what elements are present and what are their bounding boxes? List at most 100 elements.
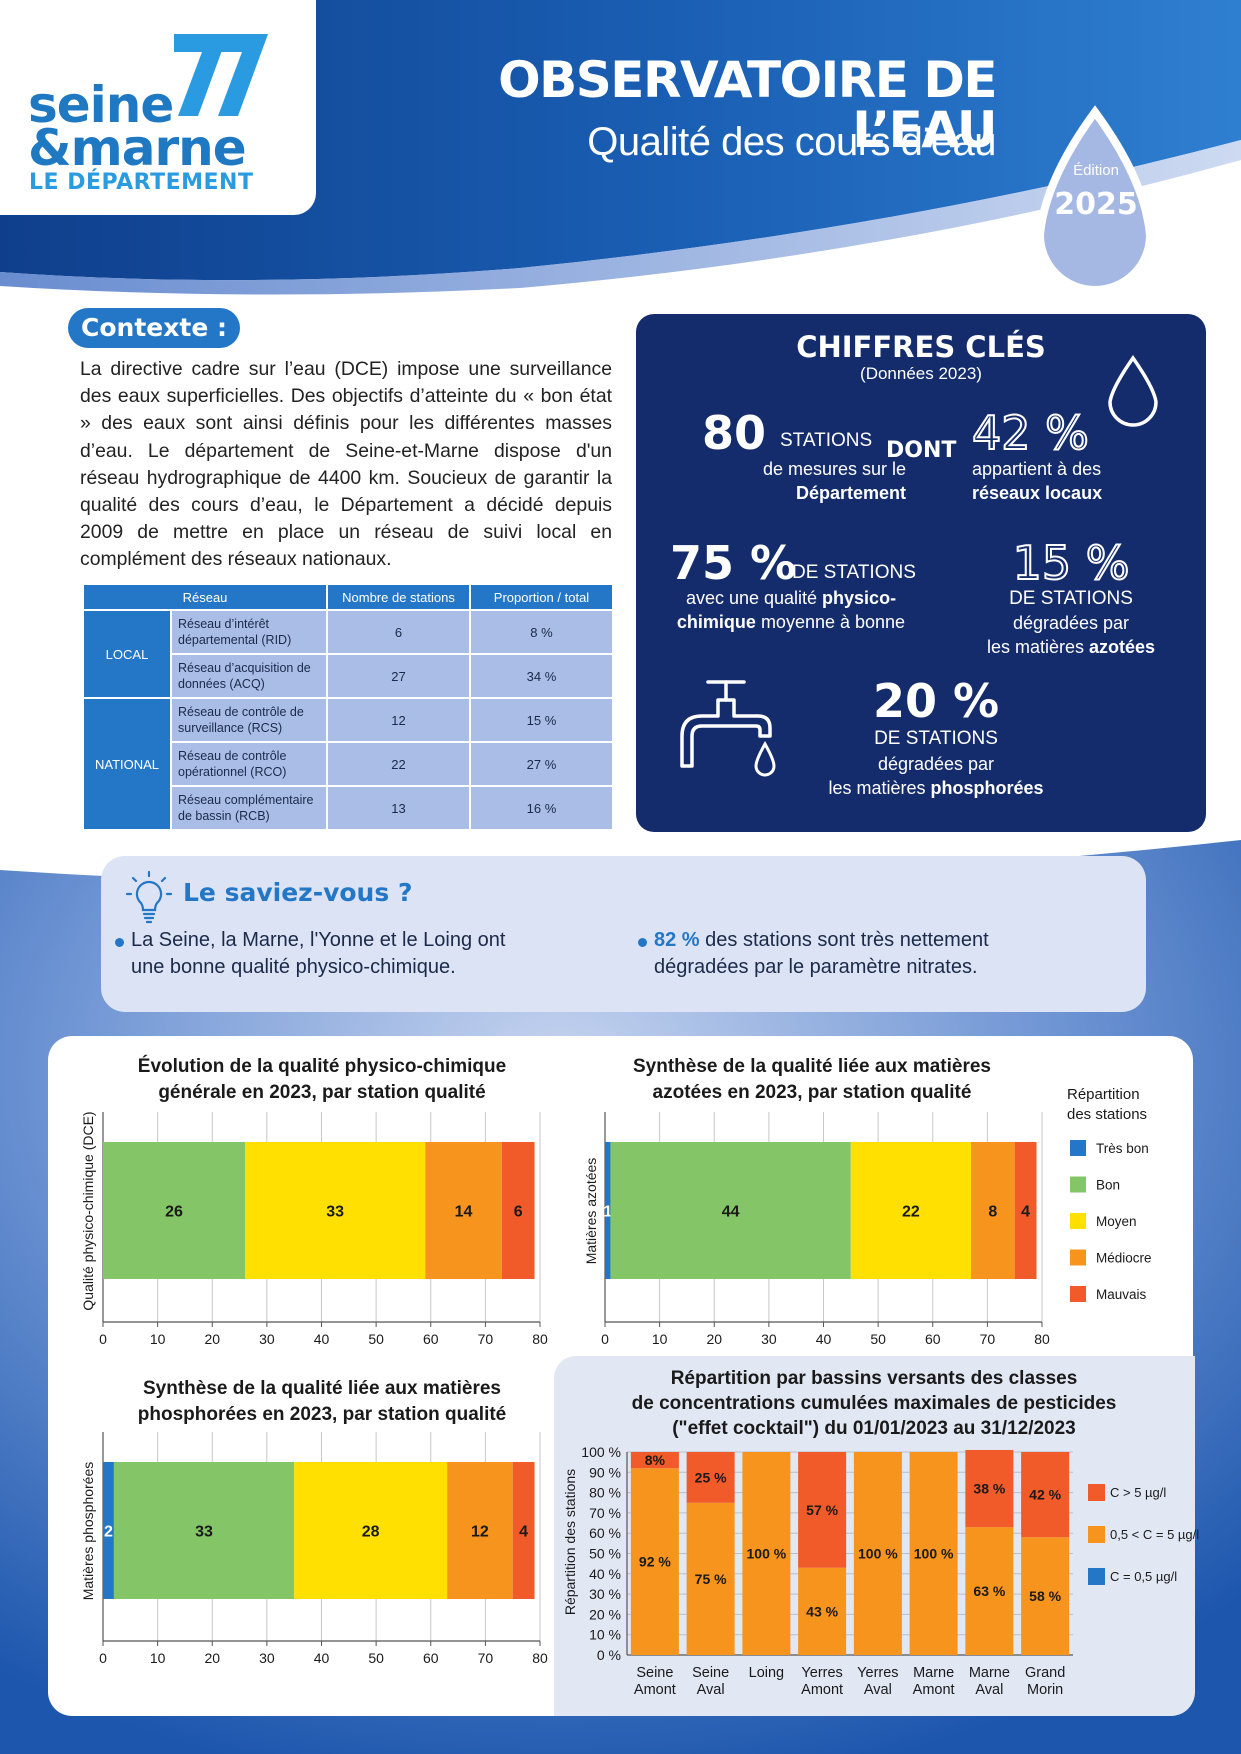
stations-value: 80 [702,406,767,460]
phos-label: DE STATIONS [874,728,998,749]
tap-icon [680,680,776,777]
legend-label: Très bon [1096,1141,1149,1156]
tick-label: 10 [150,1650,166,1666]
key-figures-subtitle: (Données 2023) [860,364,982,383]
chart4-title: Répartition par bassins versants des cla… [671,1368,1078,1389]
tick-label: 90 % [589,1464,621,1480]
table-group-local: LOCAL [82,609,172,699]
tick-label: 70 [478,1650,494,1666]
physico-label: DE STATIONS [792,562,916,583]
data-label: 75 % [695,1571,727,1587]
chart2-ylabel: Matières azotées [583,1158,599,1265]
bar-segment-bon [610,1142,851,1279]
bar-segment-mauvais [501,1142,535,1279]
table-cell: Réseau d’intérêt départemental (RID) [170,609,328,655]
key-figures-panel: CHIFFRES CLÉS (Données 2023) 80 STATIONS… [636,314,1206,832]
tick-label: 50 [368,1331,384,1347]
bullet-icon [115,938,124,947]
tick-label: 80 [532,1650,548,1666]
chart4-title: de concentrations cumulées maximales de … [632,1393,1117,1414]
charts-svg: Évolution de la qualité physico-chimique… [80,1055,1199,1698]
logo-77-icon [174,34,268,116]
category-label: Amont [634,1682,676,1698]
data-label: 2 [104,1524,113,1541]
category-label: Grand [1025,1665,1065,1681]
legend-label: C > 5 µg/l [1110,1485,1166,1500]
tick-label: 80 [1034,1331,1050,1347]
phos-value: 20 % [872,674,1000,728]
table-header: Nombre de stations [326,583,471,611]
azote-label: DE STATIONS [1009,588,1133,609]
data-label: 58 % [1029,1588,1061,1604]
bar-segment [630,1452,679,1469]
tick-label: 30 [259,1650,275,1666]
context-heading: Contexte : [68,308,240,348]
physico-value: 75 % [670,536,797,590]
bar-segment [965,1449,1014,1528]
stations-desc-bold: Département [795,483,906,503]
physico-desc-1: avec une qualité physico- [685,588,897,608]
bar-segment-trsbon [103,1462,114,1599]
table-cell: Réseau d’acquisition de données (ACQ) [170,653,328,699]
local-desc-bold: réseaux locaux [972,483,1103,503]
table-cell: 6 [326,609,471,655]
phos-desc: dégradées par [877,754,995,774]
legend-label: Moyen [1096,1214,1137,1229]
table-cell: 8 % [469,609,614,655]
legend-swatch [1070,1176,1086,1193]
category-label: Yerres [857,1665,898,1681]
tick-label: 40 [314,1331,330,1347]
table-cell: 15 % [469,697,614,743]
bar-segment-mdiocre [970,1142,1015,1279]
azote-desc-2: les matières azotées [986,637,1156,657]
category-label: Amont [801,1682,843,1698]
data-label: 6 [514,1204,523,1221]
bar-segment [1021,1537,1070,1655]
stations-desc: de mesures sur le [762,459,906,479]
chart2-title: Synthèse de la qualité liée aux matières [633,1056,991,1077]
table-group-national: NATIONAL [82,697,172,831]
data-label: 4 [519,1524,528,1541]
data-label: 8 [988,1204,997,1221]
table-row: NATIONAL Réseau de contrôle de surveilla… [82,697,614,831]
bar-segment [686,1502,735,1655]
local-value: 42 % [971,405,1090,461]
station-legend: Très bon Bon Moyen Médiocre Mauvais [1070,1140,1152,1302]
data-label: 92 % [639,1554,671,1570]
data-label: 43 % [806,1603,838,1619]
chart4-ylabel: Répartition des stations [562,1469,578,1615]
tick-label: 0 [99,1331,107,1347]
bar-segment [742,1452,791,1655]
data-label: 28 [362,1524,380,1541]
chart1: 0 10 20 30 40 50 60 70 80 26 33 14 6 [99,1112,548,1347]
legend-swatch [1088,1568,1105,1585]
logo-card: seine &marne LE DÉPARTEMENT [0,0,316,215]
tick-label: 100 % [581,1444,621,1460]
table-cell: Réseau complémentaire de bassin (RCB) [170,785,328,831]
chart4-title: ("effet cocktail") du 01/01/2023 au 31/1… [672,1418,1076,1439]
table-header: Réseau [82,583,328,611]
tick-label: 30 [259,1331,275,1347]
logo-seine: seine [28,76,174,134]
tick-label: 30 % [589,1586,621,1602]
chart3-title: Synthèse de la qualité liée aux matières [143,1378,501,1399]
page-subtitle: Qualité des cours d’eau [587,120,996,164]
context-text: La directive cadre sur l’eau (DCE) impos… [80,358,612,571]
tick-label: 60 % [589,1525,621,1541]
bar-segment [798,1567,847,1655]
physico-desc-2: chimique moyenne à bonne [676,612,906,632]
tick-label: 0 % [597,1647,621,1663]
legend-swatch [1070,1213,1086,1229]
legend-swatch [1070,1286,1086,1302]
bar-segment-mdiocre [447,1462,513,1599]
bar-segment-mauvais [512,1462,535,1599]
azote-value: 15 % [1012,535,1131,591]
tick-label: 20 [204,1650,220,1666]
data-label: 100 % [914,1546,954,1562]
table-cell: 27 % [469,741,614,787]
legend-label: 0,5 < C = 5 µg/l [1110,1527,1199,1542]
tick-label: 60 [423,1650,439,1666]
tick-label: 20 [706,1331,722,1347]
local-desc: appartient à des [972,459,1102,479]
chart3-title: phosphorées en 2023, par station qualité [138,1404,507,1425]
